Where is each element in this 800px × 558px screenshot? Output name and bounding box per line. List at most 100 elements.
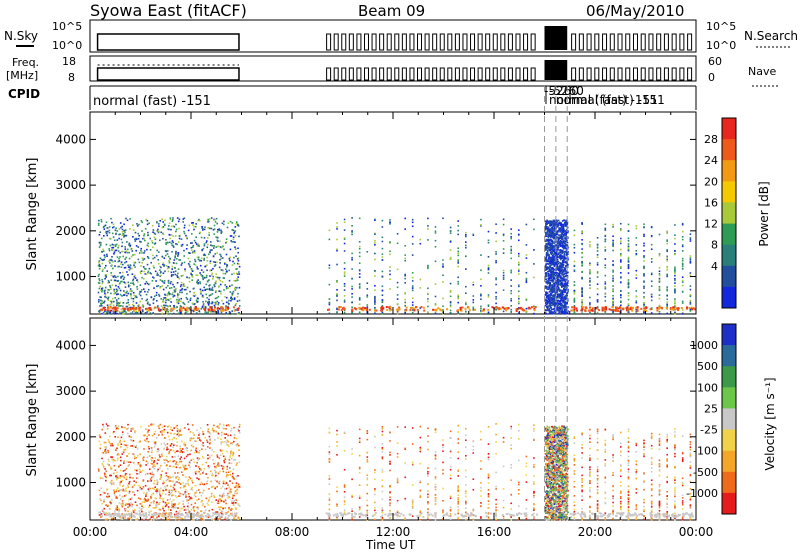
echo-cell xyxy=(115,250,117,252)
echo-cell xyxy=(214,265,216,267)
echo-cell xyxy=(605,288,607,290)
echo-cell xyxy=(551,287,553,289)
echo-cell xyxy=(195,294,197,296)
echo-cell xyxy=(111,275,113,277)
nsky-bar xyxy=(357,34,361,50)
echo-cell xyxy=(546,268,548,270)
echo-cell xyxy=(153,462,155,464)
echo-cell xyxy=(102,249,104,251)
echo-cell xyxy=(177,276,179,278)
echo-cell xyxy=(225,273,227,275)
echo-cell xyxy=(157,230,159,232)
echo-cell xyxy=(103,313,105,315)
echo-cell xyxy=(358,307,360,309)
echo-cell xyxy=(238,271,240,273)
echo-cell xyxy=(694,308,696,310)
echo-cell xyxy=(102,263,104,265)
echo-cell xyxy=(150,497,152,499)
nsky-bar xyxy=(688,34,692,50)
echo-cell xyxy=(427,225,429,227)
echo-cell xyxy=(111,279,113,281)
echo-cell xyxy=(117,458,119,460)
echo-cell xyxy=(650,308,652,310)
echo-cell xyxy=(205,294,207,296)
echo-cell xyxy=(480,313,482,315)
echo-cell xyxy=(672,306,674,308)
freq-bar xyxy=(486,68,490,80)
echo-cell xyxy=(620,309,622,311)
echo-cell xyxy=(221,300,223,302)
echo-cell xyxy=(196,266,198,268)
echo-cell xyxy=(199,220,201,222)
echo-cell xyxy=(397,287,399,289)
nsearch-label: N.Search xyxy=(744,29,798,43)
echo-cell xyxy=(177,296,179,298)
echo-cell xyxy=(206,277,208,279)
echo-cell xyxy=(199,310,201,312)
echo-cell xyxy=(140,241,142,243)
echo-cell xyxy=(495,309,497,311)
echo-cell xyxy=(367,296,369,298)
echo-cell xyxy=(235,305,237,307)
echo-cell xyxy=(133,292,135,294)
echo-cell xyxy=(557,279,559,281)
echo-cell xyxy=(651,285,653,287)
echo-cell xyxy=(643,281,645,283)
echo-cell xyxy=(206,257,208,259)
echo-cell xyxy=(119,502,121,504)
echo-cell xyxy=(674,303,676,305)
echo-cell xyxy=(557,300,559,302)
echo-cell xyxy=(643,250,645,252)
echo-cell xyxy=(214,225,216,227)
echo-cell xyxy=(389,241,391,243)
echo-cell xyxy=(427,218,429,220)
echo-cell xyxy=(203,457,205,459)
echo-cell xyxy=(480,254,482,256)
echo-cell xyxy=(404,254,406,256)
echo-cell xyxy=(154,489,156,491)
echo-cell xyxy=(151,460,153,462)
echo-cell xyxy=(554,248,556,250)
echo-cell xyxy=(547,283,549,285)
echo-cell xyxy=(167,253,169,255)
echo-cell xyxy=(225,242,227,244)
echo-cell xyxy=(219,230,221,232)
echo-cell xyxy=(137,490,139,492)
echo-cell xyxy=(213,245,215,247)
echo-cell xyxy=(549,308,551,310)
echo-cell xyxy=(546,228,548,230)
echo-cell xyxy=(121,266,123,268)
echo-cell xyxy=(123,302,125,304)
echo-cell xyxy=(374,244,376,246)
echo-cell xyxy=(155,239,157,241)
echo-cell xyxy=(220,310,222,312)
echo-cell xyxy=(557,241,559,243)
echo-cell xyxy=(109,508,111,510)
echo-cell xyxy=(434,309,436,311)
echo-cell xyxy=(147,303,149,305)
echo-cell xyxy=(386,309,388,311)
echo-cell xyxy=(156,286,158,288)
echo-cell xyxy=(142,309,144,311)
echo-cell xyxy=(545,263,547,265)
nsky-bar xyxy=(380,34,384,50)
echo-cell xyxy=(674,273,676,275)
echo-cell xyxy=(457,312,459,314)
echo-cell xyxy=(187,310,189,312)
echo-cell xyxy=(194,259,196,261)
echo-cell xyxy=(457,220,459,222)
echo-cell xyxy=(176,263,178,265)
echo-cell xyxy=(344,285,346,287)
echo-cell xyxy=(191,445,193,447)
echo-cell xyxy=(551,305,553,307)
freq-bar xyxy=(579,68,583,80)
echo-cell xyxy=(117,266,119,268)
echo-cell xyxy=(549,282,551,284)
freq-bar xyxy=(440,68,444,80)
echo-cell xyxy=(212,293,214,295)
echo-cell xyxy=(106,231,108,233)
echo-cell xyxy=(111,222,113,224)
echo-cell xyxy=(503,240,505,242)
echo-cell xyxy=(171,243,173,245)
echo-cell xyxy=(220,246,222,248)
